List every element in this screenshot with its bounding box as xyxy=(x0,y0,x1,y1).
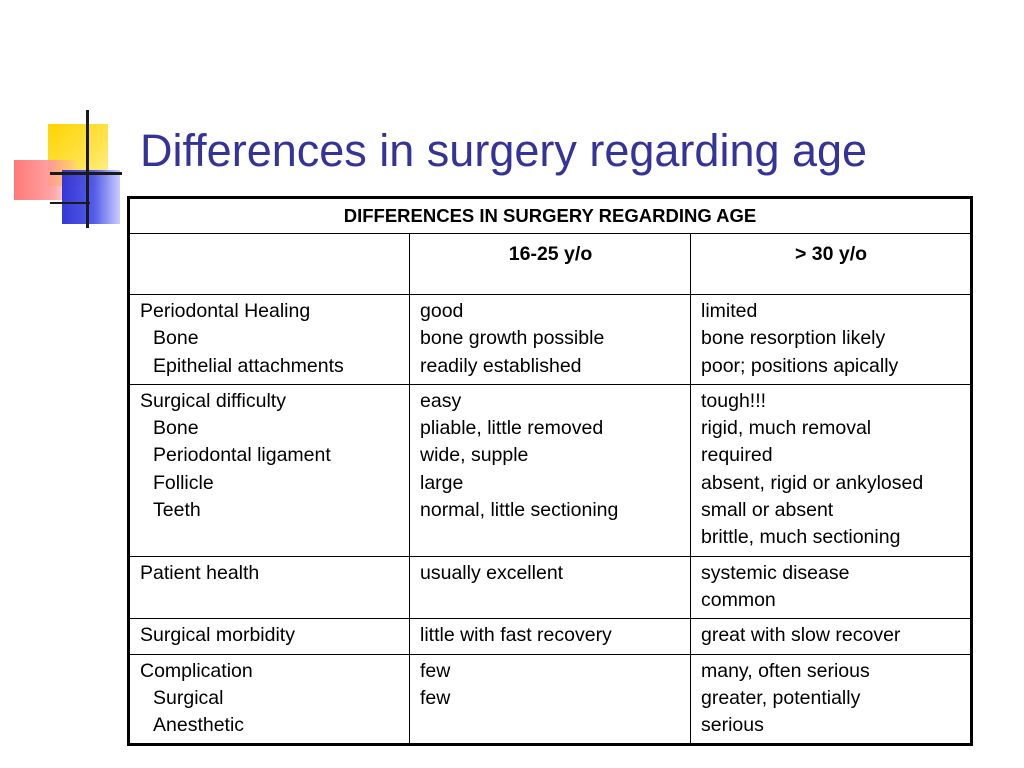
row-label-cell: Periodontal Healing Bone Epithelial atta… xyxy=(128,294,410,385)
differences-table: DIFFERENCES IN SURGERY REGARDING AGE 16-… xyxy=(127,196,973,747)
row-sublabel: Periodontal ligament xyxy=(153,444,331,467)
row-label-cell: Surgical difficulty Bone Periodontal lig… xyxy=(128,383,410,557)
header-young: 16-25 y/o xyxy=(409,233,691,295)
table-caption-row: DIFFERENCES IN SURGERY REGARDING AGE xyxy=(128,197,972,234)
young-value: usually excellent xyxy=(420,561,564,584)
row-label-cell: Complication Surgical Anesthetic xyxy=(128,653,410,746)
young-value: few xyxy=(420,659,451,682)
old-cell: many, often serious greater, potentially… xyxy=(690,653,972,746)
row-label-cell: Patient health xyxy=(128,555,410,620)
table-caption: DIFFERENCES IN SURGERY REGARDING AGE xyxy=(128,197,972,234)
table-row: Periodontal Healing Bone Epithelial atta… xyxy=(128,294,972,385)
young-value: bone growth possible xyxy=(420,327,605,350)
table-row: Complication Surgical Anesthetic few few… xyxy=(128,653,972,746)
old-cell: systemic disease common xyxy=(690,555,972,620)
old-value: small or absent xyxy=(701,499,834,522)
slide-title: Differences in surgery regarding age xyxy=(140,125,868,176)
young-value: few xyxy=(420,686,451,709)
logo-horizontal-line-lower xyxy=(50,202,90,204)
row-label: Surgical morbidity xyxy=(140,624,295,647)
young-cell: easy pliable, little removed wide, suppl… xyxy=(409,383,691,557)
header-old: > 30 y/o xyxy=(690,233,972,295)
row-label: Surgical difficulty xyxy=(140,389,286,412)
row-sublabel: Epithelial attachments xyxy=(153,354,344,377)
old-cell: limited bone resorption likely poor; pos… xyxy=(690,294,972,385)
old-value: serious xyxy=(701,714,764,737)
old-value: limited xyxy=(701,300,758,322)
old-value: greater, potentially xyxy=(701,686,861,709)
row-sublabel: Bone xyxy=(153,327,199,350)
old-value: absent, rigid or ankylosed xyxy=(701,471,924,494)
table-header-row: 16-25 y/o > 30 y/o xyxy=(128,233,972,295)
old-value: tough!!! xyxy=(701,389,767,412)
table-row: Surgical morbidity little with fast reco… xyxy=(128,618,972,655)
row-label-cell: Surgical morbidity xyxy=(128,618,410,655)
row-sublabel: Surgical xyxy=(153,686,224,709)
row-sublabel: Follicle xyxy=(153,471,214,494)
old-cell: tough!!! rigid, much removal required ab… xyxy=(690,383,972,557)
old-value: brittle, much sectioning xyxy=(701,526,901,549)
table-row: Surgical difficulty Bone Periodontal lig… xyxy=(128,383,972,557)
old-value: bone resorption likely xyxy=(701,327,886,350)
young-cell: usually excellent xyxy=(409,555,691,620)
table-row: Patient health usually excellent systemi… xyxy=(128,555,972,620)
young-value: readily established xyxy=(420,354,582,377)
young-value: little with fast recovery xyxy=(420,624,612,647)
logo-horizontal-line xyxy=(50,172,122,175)
young-value: easy xyxy=(420,389,462,412)
row-label: Periodontal Healing xyxy=(140,300,311,322)
old-value: many, often serious xyxy=(701,659,870,682)
young-value: large xyxy=(420,471,464,494)
row-sublabel: Teeth xyxy=(153,499,201,522)
header-empty-cell xyxy=(128,233,410,295)
old-value: required xyxy=(701,444,773,467)
young-value: wide, supple xyxy=(420,444,529,467)
young-cell: good bone growth possible readily establ… xyxy=(409,294,691,385)
logo-vertical-line xyxy=(86,110,89,228)
logo-blue-block xyxy=(62,170,120,224)
young-cell: little with fast recovery xyxy=(409,618,691,655)
old-value: systemic disease xyxy=(701,561,850,584)
row-sublabel: Bone xyxy=(153,417,199,440)
row-sublabel: Anesthetic xyxy=(153,714,245,737)
young-value: normal, little sectioning xyxy=(420,499,619,522)
old-value: common xyxy=(701,588,776,611)
row-label: Complication xyxy=(140,659,253,682)
young-cell: few few xyxy=(409,653,691,746)
young-value: pliable, little removed xyxy=(420,417,604,440)
row-label: Patient health xyxy=(140,561,260,584)
old-value: rigid, much removal xyxy=(701,417,872,440)
young-value: good xyxy=(420,300,464,322)
old-cell: great with slow recover xyxy=(690,618,972,655)
old-value: poor; positions apically xyxy=(701,354,899,377)
old-value: great with slow recover xyxy=(701,624,901,647)
